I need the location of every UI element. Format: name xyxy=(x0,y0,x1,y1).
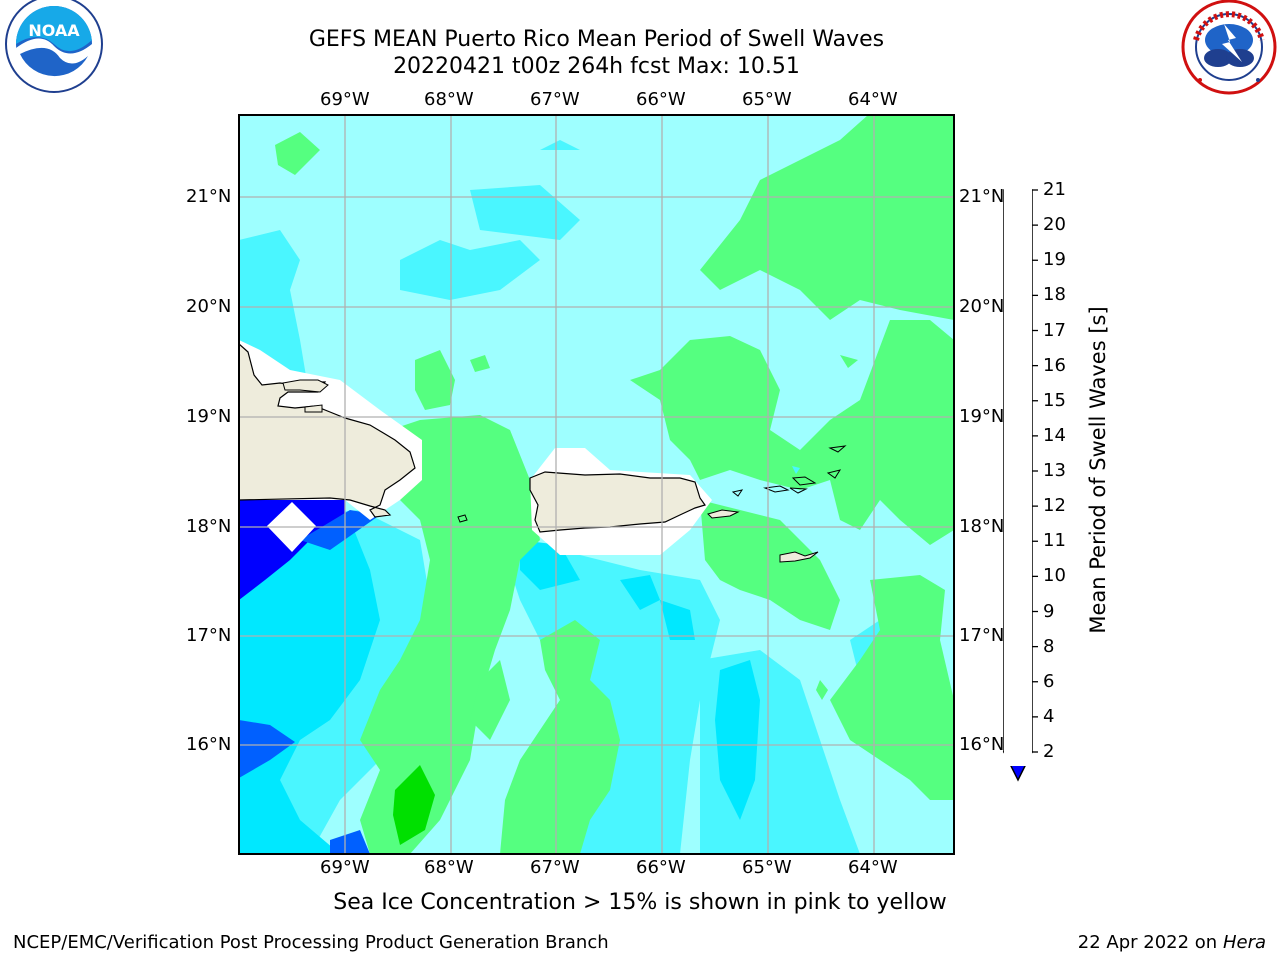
colorbar-label: Mean Period of Swell Waves [s] xyxy=(1086,306,1110,634)
lon-label-bottom: 64°W xyxy=(848,857,898,878)
lat-label-left: 18°N xyxy=(186,516,232,537)
lat-label-right: 21°N xyxy=(959,186,1005,207)
lon-label-top: 68°W xyxy=(424,89,474,110)
colorbar-tick-label: 16 xyxy=(1043,354,1066,376)
nws-logo xyxy=(1181,0,1277,95)
lat-label-left: 19°N xyxy=(186,406,232,427)
lat-label-left: 21°N xyxy=(186,186,232,207)
colorbar-tick-label: 15 xyxy=(1043,389,1066,411)
lat-label-left: 20°N xyxy=(186,296,232,317)
colorbar-tick-label: 11 xyxy=(1043,530,1066,552)
map-frame xyxy=(238,114,955,855)
colorbar-tick-label: 14 xyxy=(1043,424,1066,446)
colorbar-tick-label: 20 xyxy=(1043,214,1066,236)
lon-label-bottom: 65°W xyxy=(742,857,792,878)
lat-label-right: 18°N xyxy=(959,516,1005,537)
colorbar-tick-label: 6 xyxy=(1043,670,1055,692)
colorbar-tick-label: 8 xyxy=(1043,635,1055,657)
footer-date-text: 22 Apr 2022 on xyxy=(1077,932,1223,953)
map-gridlines xyxy=(239,115,954,854)
lon-label-top: 64°W xyxy=(848,89,898,110)
chart-title-line2: 20220421 t00z 264h fcst Max: 10.51 xyxy=(393,54,800,79)
contour-2-4 xyxy=(239,720,295,778)
lon-label-bottom: 66°W xyxy=(636,857,686,878)
colorbar-tick-label: 12 xyxy=(1043,495,1066,517)
colorbar-tick-label: 19 xyxy=(1043,249,1066,271)
swell-period-field xyxy=(239,115,954,854)
noaa-logo: NOAA xyxy=(5,0,103,93)
colorbar-tick-label: 4 xyxy=(1043,705,1055,727)
colorbar-tick-label: 18 xyxy=(1043,284,1066,306)
footer-credit: NCEP/EMC/Verification Post Processing Pr… xyxy=(13,932,609,953)
colorbar-cover xyxy=(1004,186,1032,766)
lon-label-top: 65°W xyxy=(742,89,792,110)
lon-label-bottom: 68°W xyxy=(424,857,474,878)
sea-ice-note: Sea Ice Concentration > 15% is shown in … xyxy=(333,890,947,915)
puerto-rico-land xyxy=(529,471,706,533)
lat-label-right: 20°N xyxy=(959,296,1005,317)
lon-label-top: 67°W xyxy=(530,89,580,110)
lon-label-bottom: 69°W xyxy=(320,857,370,878)
lon-label-top: 66°W xyxy=(636,89,686,110)
lon-label-bottom: 67°W xyxy=(530,857,580,878)
footer-date: 22 Apr 2022 on Hera xyxy=(1078,932,1266,953)
lat-label-left: 16°N xyxy=(186,734,232,755)
colorbar-tick-label: 9 xyxy=(1043,600,1055,622)
colorbar-tick-label: 21 xyxy=(1043,179,1066,200)
lat-label-right: 19°N xyxy=(959,406,1005,427)
colorbar-tick-label: 13 xyxy=(1043,460,1066,481)
lon-label-top: 69°W xyxy=(320,89,370,110)
colorbar-tick-label: 2 xyxy=(1043,741,1055,762)
chart-title-line1: GEFS MEAN Puerto Rico Mean Period of Swe… xyxy=(308,27,885,52)
lat-label-right: 16°N xyxy=(959,734,1005,755)
colorbar-tick-label: 10 xyxy=(1043,565,1066,587)
colorbar-tick-label: 17 xyxy=(1043,319,1066,341)
contour-9-10 xyxy=(275,115,954,854)
footer-host: Hera xyxy=(1222,932,1266,953)
lat-label-left: 17°N xyxy=(186,625,232,646)
lat-label-right: 17°N xyxy=(959,625,1005,646)
contour-10-11 xyxy=(393,765,435,845)
noaa-logo-text: NOAA xyxy=(28,21,80,40)
